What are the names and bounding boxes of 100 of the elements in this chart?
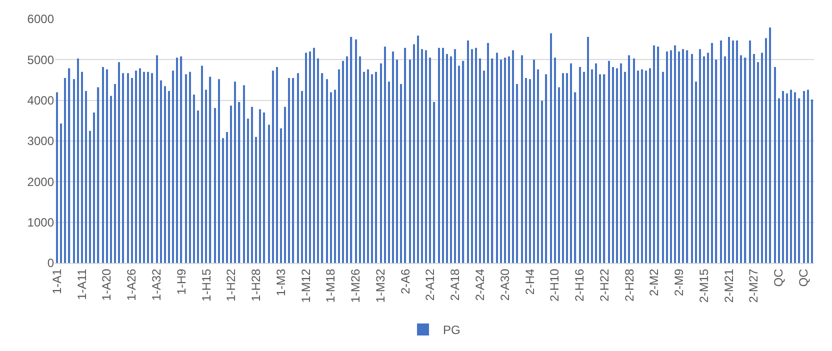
bar: [603, 74, 606, 263]
bar: [102, 66, 104, 263]
bar: [60, 124, 62, 263]
x-tick-label: 2-M27: [746, 268, 761, 303]
bar: [471, 49, 473, 263]
x-tick-label: 2-M2: [647, 268, 662, 296]
bar: [363, 72, 365, 263]
y-tick-label: 5000: [27, 52, 54, 67]
bar: [380, 63, 382, 263]
bar: [259, 109, 261, 263]
bar: [73, 79, 75, 263]
bar: [479, 58, 481, 263]
bar: [127, 73, 129, 263]
bar: [234, 82, 236, 263]
bar: [666, 52, 668, 263]
bar: [691, 54, 693, 263]
y-tick-label: 0: [47, 256, 54, 270]
bar: [56, 92, 58, 263]
bar: [89, 130, 91, 263]
bar: [143, 72, 145, 263]
y-tick-label: 6000: [27, 12, 54, 26]
bar: [529, 79, 531, 263]
bar: [326, 79, 328, 263]
bar: [106, 69, 108, 263]
bar: [180, 56, 182, 263]
x-tick-label: 2-A24: [473, 268, 488, 301]
bar: [350, 36, 352, 263]
bar: [711, 42, 713, 263]
bar: [404, 48, 406, 263]
bar: [263, 112, 266, 263]
bar: [255, 136, 257, 263]
bar: [570, 63, 572, 263]
bar: [516, 84, 518, 263]
bar: [205, 90, 207, 263]
bar: [209, 76, 212, 263]
bar: [649, 68, 651, 263]
bar: [189, 72, 191, 263]
x-tick-label: 1-M12: [298, 268, 313, 303]
x-tick-label: 1-H15: [199, 268, 214, 302]
bar: [317, 58, 319, 263]
bar: [525, 78, 527, 263]
bar: [176, 58, 178, 263]
bar: [122, 73, 124, 263]
bar: [371, 74, 373, 263]
bar: [633, 58, 635, 263]
bar: [93, 112, 95, 263]
x-tick-label: 1-M18: [324, 268, 338, 303]
bar: [450, 56, 452, 263]
bar: [114, 84, 116, 263]
bar: [467, 40, 469, 263]
bar: [164, 86, 166, 263]
bar: [197, 110, 199, 263]
x-tick-label: 1-M26: [348, 268, 363, 303]
bar: [662, 72, 664, 263]
bar: [442, 48, 444, 263]
bar: [292, 78, 294, 263]
bar: [695, 82, 697, 263]
bar: [297, 73, 299, 263]
bar: [429, 58, 431, 263]
bar: [774, 66, 776, 263]
bar: [251, 106, 253, 263]
bar: [533, 60, 535, 263]
bar: [168, 90, 170, 263]
bar: [367, 69, 369, 263]
bar: [338, 69, 340, 263]
bar: [276, 66, 278, 263]
bar: [579, 66, 581, 263]
bar: [811, 100, 813, 263]
bar: [409, 60, 411, 263]
x-tick-label: 1-M3: [274, 268, 288, 296]
bar: [620, 63, 622, 263]
bar: [608, 60, 610, 263]
x-tick-label: QC: [772, 268, 786, 287]
bar: [346, 56, 348, 263]
bar: [807, 90, 809, 263]
bar: [554, 58, 556, 263]
y-tick-label: 2000: [27, 174, 54, 189]
bar: [334, 90, 336, 263]
bar: [761, 52, 763, 263]
bar: [462, 60, 464, 263]
bar: [749, 40, 751, 263]
bar: [715, 60, 718, 263]
bar: [151, 73, 154, 263]
bar: [757, 62, 759, 263]
bar: [475, 48, 477, 263]
bar: [160, 80, 162, 263]
bar: [110, 96, 112, 263]
bar: [778, 98, 780, 263]
bar: [550, 33, 552, 263]
y-tick-label: 4000: [27, 94, 54, 108]
bar: [131, 78, 133, 263]
bar: [77, 58, 79, 263]
bar: [682, 49, 684, 263]
bar: [230, 106, 232, 263]
bar: [628, 55, 630, 263]
bar: [321, 73, 324, 263]
bar: [243, 85, 245, 263]
bar: [421, 49, 423, 263]
x-tick-label: 2-M21: [722, 268, 736, 303]
bar: [118, 62, 120, 263]
